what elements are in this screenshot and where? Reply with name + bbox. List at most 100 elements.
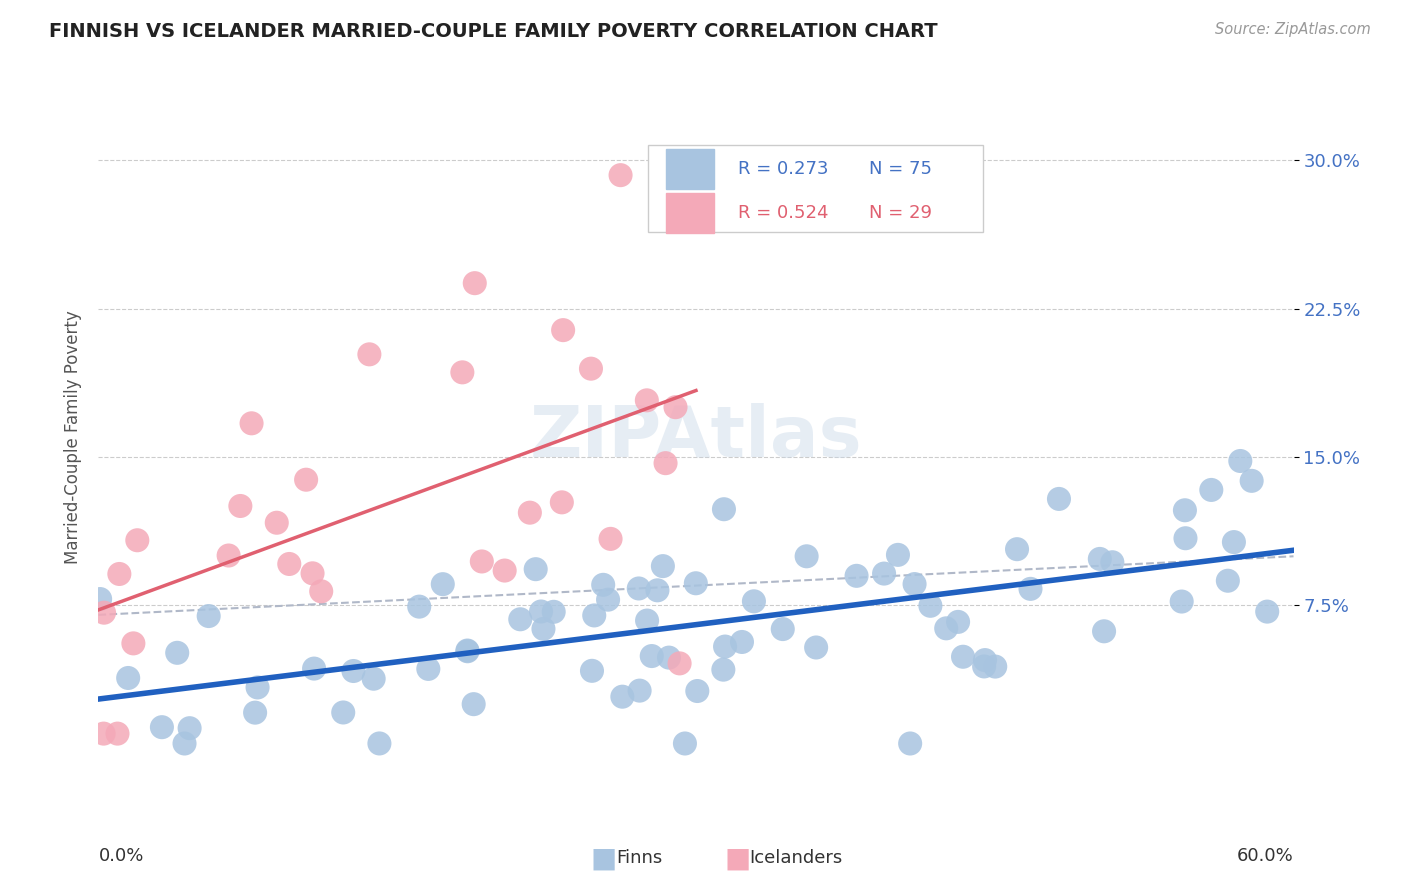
Point [457,644,479,658]
Point [1019,582,1042,596]
Point [418,662,440,676]
Point [946,615,969,629]
Point [1174,531,1197,545]
Point [1174,503,1197,517]
Point [628,683,651,698]
Point [524,562,547,576]
Point [903,577,925,591]
Point [278,557,301,571]
Point [845,569,868,583]
Point [711,663,734,677]
Point [641,648,664,663]
Point [107,726,129,740]
Point [301,566,323,581]
Point [935,621,957,635]
Text: ■: ■ [724,844,751,872]
Point [1216,574,1239,588]
Point [1088,552,1111,566]
Point [636,614,658,628]
Bar [666,193,714,233]
Point [218,549,240,563]
Point [651,559,673,574]
Point [579,361,602,376]
Point [1229,454,1251,468]
Point [89,592,111,607]
Text: Icelanders: Icelanders [749,849,842,867]
Point [581,664,603,678]
Text: ■: ■ [591,844,617,872]
Point [363,672,385,686]
Point [664,400,686,414]
Point [494,564,516,578]
Point [609,168,631,182]
Point [93,726,115,740]
FancyBboxPatch shape [648,145,983,232]
Point [464,276,486,290]
Point [342,664,364,678]
Point [627,582,650,596]
Point [197,609,219,624]
Point [887,548,910,562]
Point [243,706,266,720]
Point [873,566,896,581]
Point [592,578,614,592]
Text: N = 29: N = 29 [869,204,932,222]
Point [1256,605,1278,619]
Point [1092,624,1115,639]
Point [636,393,658,408]
Point [804,640,827,655]
Point [553,323,575,337]
Point [952,649,974,664]
Point [471,554,494,568]
Point [742,594,765,608]
Point [1223,535,1246,549]
Y-axis label: Married-Couple Family Poverty: Married-Couple Family Poverty [63,310,82,564]
Point [432,577,454,591]
Point [974,653,997,667]
Point [612,690,634,704]
Point [1005,542,1028,557]
Text: ZIPAtlas: ZIPAtlas [530,402,862,472]
Text: R = 0.524: R = 0.524 [738,204,828,222]
Point [266,516,288,530]
Point [229,499,252,513]
Point [173,737,195,751]
Point [509,612,531,626]
Point [108,566,131,581]
Point [772,622,794,636]
Point [796,549,818,564]
Point [599,532,621,546]
Point [127,533,149,548]
Point [1240,474,1263,488]
Point [359,347,381,361]
Point [332,706,354,720]
Text: 0.0%: 0.0% [98,847,143,864]
Point [686,684,709,698]
Point [1201,483,1223,497]
Point [302,662,325,676]
Point [685,576,707,591]
Point [246,681,269,695]
Point [295,473,318,487]
Point [533,622,555,636]
Text: Finns: Finns [616,849,662,867]
Point [647,583,669,598]
Point [658,650,681,665]
Point [408,599,430,614]
Point [551,495,574,509]
Point [309,584,332,599]
Text: N = 75: N = 75 [869,160,932,178]
Point [530,605,553,619]
Text: R = 0.273: R = 0.273 [738,160,828,178]
Point [973,659,995,673]
Point [583,608,606,623]
Bar [666,149,714,189]
Point [463,697,485,711]
Point [150,720,173,734]
Point [668,657,690,671]
Point [368,736,391,750]
Point [122,636,145,650]
Point [1101,555,1123,569]
Text: 60.0%: 60.0% [1237,847,1294,864]
Point [1047,491,1070,506]
